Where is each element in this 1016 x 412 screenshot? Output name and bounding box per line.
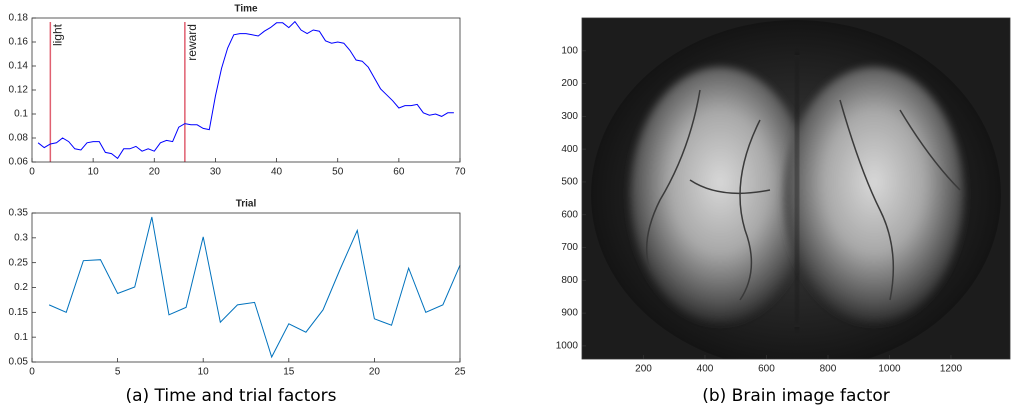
midline — [795, 55, 799, 327]
y-tick-label: 0.3 — [14, 232, 28, 243]
x-tick-label: 600 — [758, 364, 775, 375]
x-tick-label: 40 — [271, 167, 283, 178]
x-tick-label: 10 — [198, 367, 210, 378]
right-hemisphere — [784, 67, 964, 323]
x-tick-label: 70 — [454, 167, 466, 178]
y-tick-label: 0.2 — [14, 282, 28, 293]
y-tick-label: 1000 — [556, 341, 579, 352]
x-tick-label: 200 — [635, 364, 652, 375]
event-label: reward — [185, 24, 199, 61]
vessel — [739, 119, 761, 301]
y-tick-label: 0.35 — [9, 208, 29, 219]
x-tick-label: 1200 — [940, 364, 963, 375]
event-label: light — [51, 23, 65, 46]
left-hemisphere — [630, 67, 810, 323]
x-tick-label: 0 — [29, 167, 35, 178]
y-tick-label: 100 — [561, 45, 578, 56]
data-line — [48, 216, 461, 359]
y-tick-label: 0.16 — [9, 37, 29, 48]
y-tick-label: 0.05 — [9, 357, 29, 368]
vessel — [645, 89, 701, 271]
chart-title: Time — [234, 4, 258, 15]
y-tick-label: 0.18 — [9, 13, 29, 24]
x-tick-label: 20 — [149, 167, 161, 178]
y-tick-label: 0.08 — [9, 133, 29, 144]
brain-image — [582, 18, 1010, 359]
y-tick-label: 400 — [561, 144, 578, 155]
y-tick-label: 500 — [561, 177, 578, 188]
vessel — [689, 179, 771, 195]
y-tick-label: 0.1 — [14, 109, 28, 120]
caption: (a) Time and trial factors — [125, 386, 336, 406]
x-tick-label: 800 — [820, 364, 837, 375]
x-tick-label: 0 — [29, 367, 35, 378]
x-tick-label: 20 — [369, 367, 381, 378]
y-tick-label: 0.06 — [9, 157, 29, 168]
vessel — [839, 99, 895, 301]
x-tick-label: 10 — [88, 167, 100, 178]
x-tick-label: 15 — [283, 367, 295, 378]
y-tick-label: 700 — [561, 242, 578, 253]
x-tick-label: 25 — [454, 367, 466, 378]
caption: (b) Brain image factor — [702, 386, 890, 406]
data-line — [37, 20, 454, 160]
y-tick-label: 900 — [561, 308, 578, 319]
x-tick-label: 30 — [210, 167, 222, 178]
axes-box — [31, 17, 461, 163]
y-tick-label: 0.25 — [9, 257, 29, 268]
y-tick-label: 0.12 — [9, 85, 29, 96]
y-tick-label: 300 — [561, 111, 578, 122]
y-tick-label: 0.15 — [9, 307, 29, 318]
vessel — [899, 109, 961, 191]
y-tick-label: 600 — [561, 209, 578, 220]
x-tick-label: 5 — [115, 367, 121, 378]
axes-box — [31, 212, 461, 363]
x-tick-label: 60 — [393, 167, 405, 178]
y-tick-label: 200 — [561, 78, 578, 89]
chart-title: Trial — [236, 199, 257, 210]
x-tick-label: 400 — [697, 364, 714, 375]
y-tick-label: 0.1 — [14, 332, 28, 343]
y-tick-label: 800 — [561, 275, 578, 286]
y-tick-label: 0.14 — [9, 61, 29, 72]
axes-box — [581, 17, 1011, 360]
x-tick-label: 50 — [332, 167, 344, 178]
x-tick-label: 1000 — [878, 364, 901, 375]
